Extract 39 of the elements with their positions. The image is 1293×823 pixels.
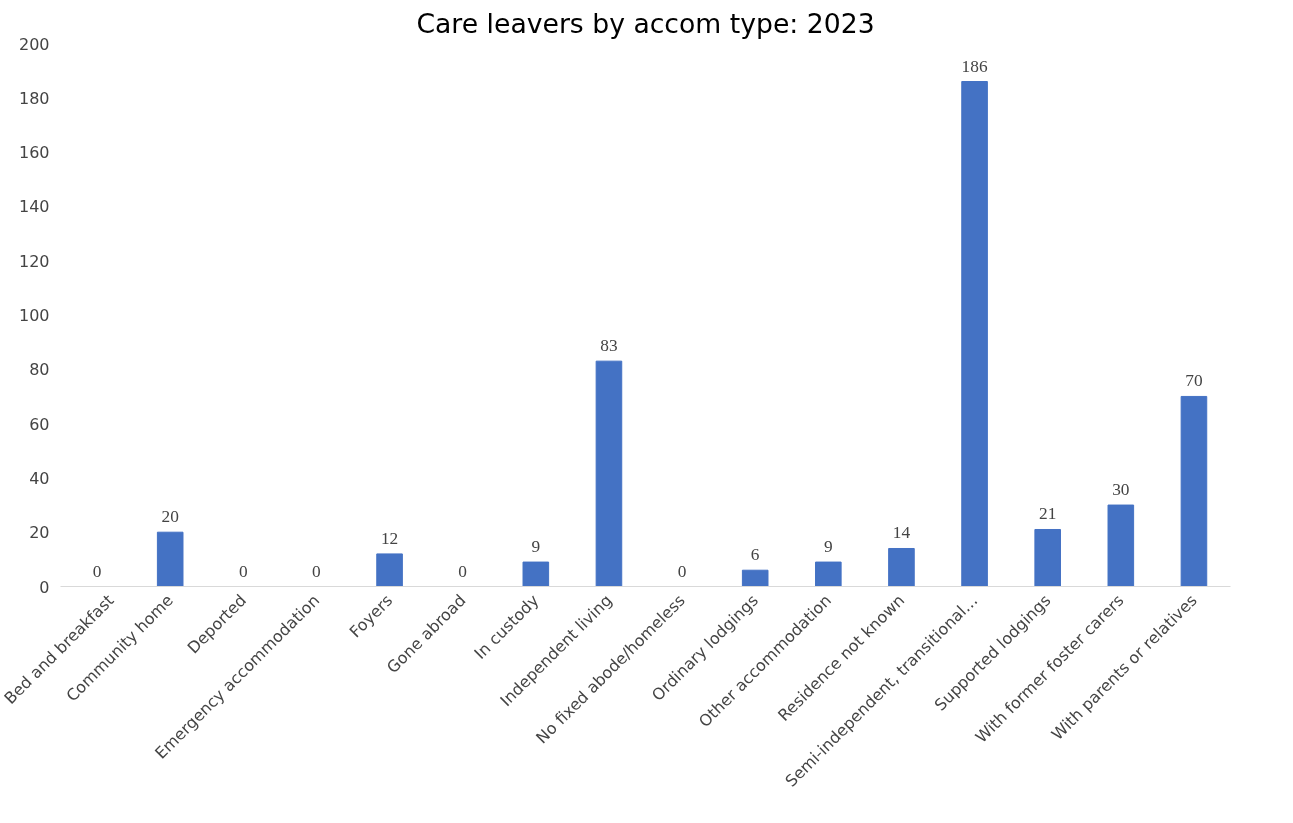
bar (1107, 504, 1135, 587)
data-label: 6 (750, 545, 760, 565)
y-tick-label: 20 (29, 523, 50, 543)
data-label: 12 (380, 528, 399, 548)
bar (522, 561, 550, 587)
bar (376, 553, 403, 587)
data-label: 0 (312, 561, 321, 581)
bar (156, 531, 184, 587)
y-tick-label: 200 (18, 34, 50, 54)
data-label: 83 (600, 336, 618, 356)
data-label: 21 (1039, 504, 1057, 524)
y-tick-label: 0 (39, 577, 50, 597)
data-label: 0 (92, 561, 102, 581)
bar (741, 569, 769, 587)
bar (815, 561, 842, 587)
data-label: 0 (238, 561, 248, 581)
data-label: 9 (823, 537, 833, 557)
y-tick-label: 100 (18, 306, 50, 325)
bar (1034, 528, 1061, 587)
data-label: 186 (961, 56, 988, 76)
y-tick-label: 40 (29, 468, 50, 488)
bar (961, 81, 988, 587)
data-label: 0 (677, 561, 687, 581)
data-label: 0 (458, 561, 468, 581)
bar (888, 547, 915, 587)
data-label: 9 (531, 537, 541, 557)
y-tick-label: 120 (18, 251, 50, 271)
chart-title: Care leavers by accom type: 2023 (416, 7, 875, 39)
data-label: 20 (161, 507, 179, 527)
bar (595, 360, 623, 587)
bar (1180, 395, 1208, 587)
data-label: 70 (1185, 371, 1203, 391)
y-tick-label: 160 (18, 143, 50, 163)
y-tick-label: 180 (18, 88, 50, 108)
data-label: 14 (892, 523, 911, 543)
data-label: 30 (1112, 480, 1130, 500)
y-tick-label: 80 (29, 360, 50, 380)
y-tick-label: 140 (18, 197, 50, 217)
y-tick-label: 60 (29, 414, 50, 434)
